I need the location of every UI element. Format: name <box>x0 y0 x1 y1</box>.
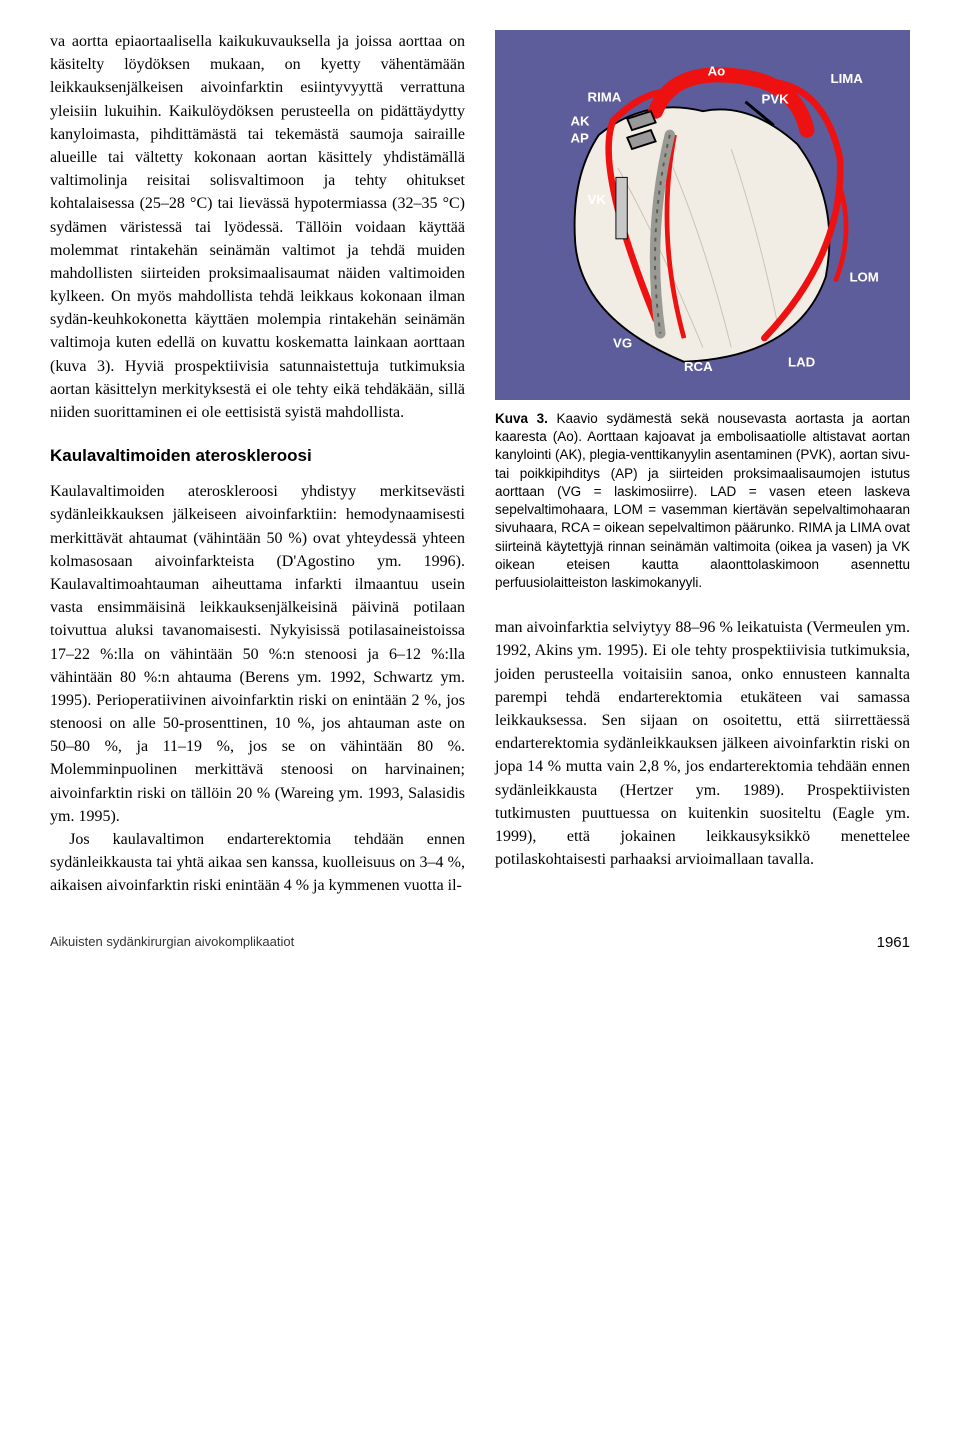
label-lom: LOM <box>849 269 878 284</box>
body-paragraph-2: Kaulavaltimoiden ateroskleroosi yhdistyy… <box>50 480 465 828</box>
label-ao: Ao <box>707 63 725 78</box>
label-pvk: PVK <box>761 91 789 106</box>
label-lad: LAD <box>788 354 815 369</box>
label-ak: AK <box>570 113 590 128</box>
figure-caption: Kuva 3. Kaavio sydämestä sekä nousevasta… <box>495 410 910 592</box>
heart-svg: RIMA Ao LIMA AK AP PVK VK VG RCA LAD LOM <box>512 45 894 385</box>
section-heading-kaulavaltimoiden: Kaulavaltimoiden ateroskleroosi <box>50 446 465 466</box>
figure-heart-diagram: RIMA Ao LIMA AK AP PVK VK VG RCA LAD LOM <box>495 30 910 400</box>
footer-title: Aikuisten sydänkirurgian aivokomplikaati… <box>50 934 294 951</box>
footer-page-number: 1961 <box>877 934 910 951</box>
label-lima: LIMA <box>830 71 863 86</box>
label-vk: VK <box>587 192 606 207</box>
body-paragraph-3: Jos kaulavaltimon endarterektomia tehdää… <box>50 828 465 898</box>
page-footer: Aikuisten sydänkirurgian aivokomplikaati… <box>50 934 910 951</box>
label-rima: RIMA <box>587 90 621 105</box>
figure-caption-lead: Kuva 3. <box>495 411 548 426</box>
body-paragraph-1: va aortta epiaortaalisella kaikukuvaukse… <box>50 30 465 424</box>
label-ap: AP <box>570 130 589 145</box>
left-column: va aortta epiaortaalisella kaikukuvaukse… <box>50 30 465 898</box>
label-vg: VG <box>613 335 632 350</box>
label-rca: RCA <box>684 359 713 374</box>
right-column: RIMA Ao LIMA AK AP PVK VK VG RCA LAD LOM… <box>495 30 910 898</box>
right-body-paragraph-1: man aivoinfarktia selviytyy 88–96 % leik… <box>495 616 910 871</box>
figure-caption-text: Kaavio sydämestä sekä nousevasta aortast… <box>495 411 910 590</box>
